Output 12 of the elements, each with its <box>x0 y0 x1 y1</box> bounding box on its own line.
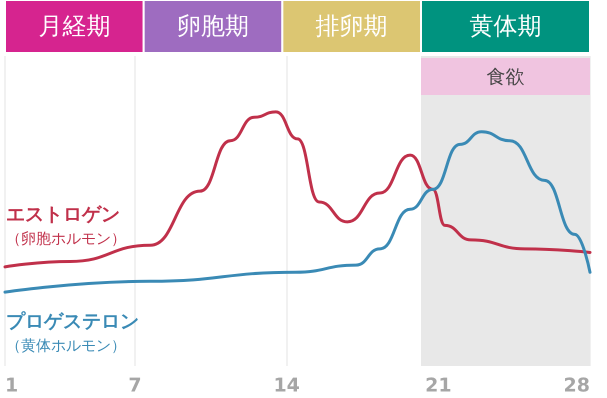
text: 排卵期 <box>316 12 388 40</box>
x-tick-label: 7 <box>128 374 142 396</box>
x-tick-label: 28 <box>564 374 590 396</box>
series-label: プロゲステロン（黄体ホルモン） <box>6 310 139 355</box>
band-label: 食欲 <box>486 66 524 88</box>
text: 月経期 <box>38 12 110 40</box>
series-label: エストロゲン（卵胞ホルモン） <box>6 203 126 248</box>
x-tick-label: 14 <box>273 374 300 396</box>
text: 卵胞期 <box>177 12 249 40</box>
text: 黄体期 <box>470 12 542 40</box>
x-tick-label: 21 <box>425 374 452 396</box>
x-tick-label: 1 <box>5 374 18 396</box>
